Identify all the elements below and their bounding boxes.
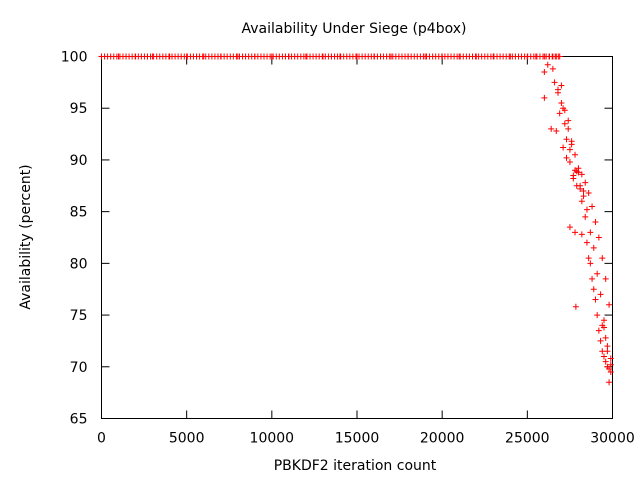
data-point [556, 110, 563, 117]
data-point [587, 229, 594, 236]
y-tick-label: 85 [70, 205, 88, 221]
data-point [572, 151, 579, 158]
x-tick-label: 25000 [505, 431, 550, 447]
data-point [585, 190, 592, 197]
data-point [599, 255, 606, 262]
y-tick-label: 100 [61, 50, 88, 66]
data-point [541, 69, 548, 76]
x-tick-label: 5000 [169, 431, 205, 447]
data-point [570, 175, 577, 182]
x-tick-label: 15000 [335, 431, 380, 447]
data-point [548, 125, 555, 132]
data-point [583, 239, 590, 246]
y-axis-label: Availability (percent) [18, 164, 34, 309]
data-point [607, 361, 614, 368]
data-point [597, 337, 604, 344]
data-point [578, 231, 585, 238]
data-point [583, 206, 590, 213]
data-point [606, 301, 613, 308]
data-point [600, 353, 607, 360]
data-point [589, 203, 596, 210]
y-tick-label: 95 [70, 101, 88, 117]
data-point [585, 255, 592, 262]
data-point [577, 182, 584, 189]
data-point [600, 324, 607, 331]
data-point [563, 136, 570, 143]
data-point [551, 79, 558, 86]
data-point [541, 94, 548, 101]
data-point [607, 355, 614, 362]
data-point [555, 53, 562, 60]
data-point [553, 127, 560, 134]
data-point [549, 65, 556, 72]
data-point [561, 107, 568, 114]
data-point [566, 158, 573, 165]
data-points [98, 53, 614, 386]
y-tick-label: 90 [70, 153, 88, 169]
x-axis-label: PBKDF2 iteration count [274, 458, 437, 474]
data-point [565, 125, 572, 132]
data-point [602, 358, 609, 365]
data-point [600, 317, 607, 324]
data-point [587, 260, 594, 267]
data-point [595, 234, 602, 241]
data-point [604, 343, 611, 350]
y-tick-label: 70 [70, 360, 88, 376]
data-point [590, 286, 597, 293]
data-point [604, 348, 611, 355]
y-tick-label: 80 [70, 256, 88, 272]
data-point [582, 179, 589, 186]
data-point [578, 198, 585, 205]
data-point [602, 334, 609, 341]
data-point [580, 193, 587, 200]
data-point [566, 224, 573, 231]
chart-title: Availability Under Siege (p4box) [242, 21, 467, 37]
data-point [561, 120, 568, 127]
x-axis-ticks: 0 5000 10000 15000 20000 25000 30000 [97, 56, 635, 447]
data-point [560, 144, 567, 151]
data-point [554, 89, 561, 96]
data-point [597, 291, 604, 298]
x-tick-label: 10000 [250, 431, 295, 447]
data-point [568, 138, 575, 145]
data-point [582, 213, 589, 220]
y-tick-label: 65 [70, 412, 88, 428]
data-point [592, 296, 599, 303]
data-point [566, 146, 573, 153]
data-point [595, 327, 602, 334]
x-tick-label: 30000 [590, 431, 635, 447]
data-point [602, 275, 609, 282]
data-point [573, 168, 580, 175]
data-point [575, 165, 582, 172]
data-point [565, 117, 572, 124]
data-point [572, 229, 579, 236]
data-point [589, 275, 596, 282]
data-point [606, 379, 613, 386]
data-point [599, 348, 606, 355]
data-point [558, 100, 565, 107]
plot-frame [101, 56, 613, 419]
data-point [594, 270, 601, 277]
data-point [606, 365, 613, 372]
x-tick-label: 0 [97, 431, 106, 447]
data-point [572, 303, 579, 310]
data-point [558, 82, 565, 89]
data-point [590, 244, 597, 251]
data-point [544, 61, 551, 68]
x-tick-label: 20000 [420, 431, 465, 447]
data-point [607, 368, 614, 375]
data-point [563, 154, 570, 161]
data-point [592, 218, 599, 225]
data-point [580, 187, 587, 194]
y-axis-ticks: 65 70 75 80 85 90 95 100 [61, 50, 613, 428]
y-tick-label: 75 [70, 308, 88, 324]
data-point [594, 312, 601, 319]
data-point [578, 171, 585, 178]
